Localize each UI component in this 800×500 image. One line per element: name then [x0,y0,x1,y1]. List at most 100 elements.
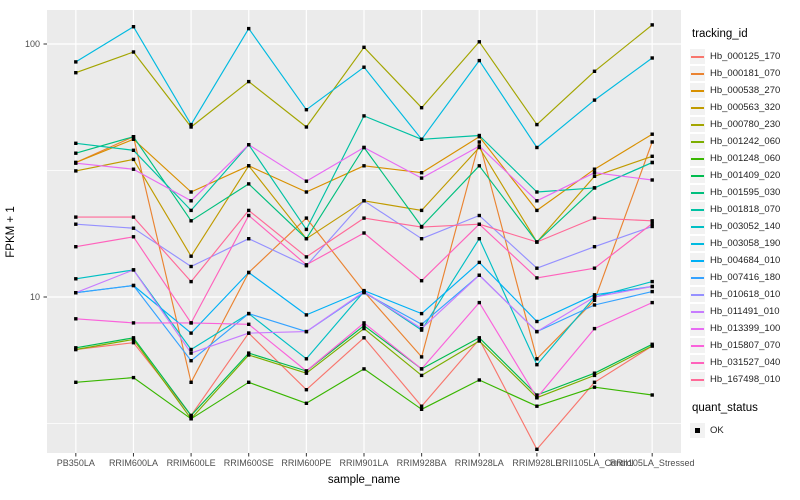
data-point [189,264,193,269]
legend-label: Hb_015807_070 [710,340,781,351]
data-point [592,303,597,307]
legend-item: Hb_000563_320 [690,99,798,116]
legend-item: Hb_001818_070 [690,201,798,218]
legend-key-line [690,372,705,387]
data-point [131,321,136,325]
data-point [535,208,539,213]
legend-color-segment [691,106,704,109]
data-point [74,317,78,321]
data-point [362,164,366,168]
data-point [535,122,539,127]
data-point [304,357,309,361]
y-tick-label: 10 [30,292,40,302]
legend-color-segment [691,72,704,75]
legend-item: Hb_031527_040 [690,354,798,371]
data-point [131,375,136,380]
data-point [304,179,309,183]
data-point [362,367,366,371]
data-point [592,371,597,375]
data-point [189,351,193,355]
data-point [247,311,251,316]
data-point [74,60,78,64]
data-point [74,346,78,350]
legend-color-segment [691,310,704,313]
data-point [74,222,78,226]
data-point [304,371,309,375]
data-point [247,353,251,357]
legend-label: Hb_010618_010 [710,289,781,300]
data-point [304,190,309,194]
data-point [304,329,309,334]
data-point [650,140,654,144]
legend-key-line [690,321,705,336]
legend-item: Hb_011491_010 [690,303,798,320]
data-point [419,171,424,175]
data-point [247,270,251,275]
data-point [535,276,539,280]
data-point [247,26,251,31]
data-point [477,144,481,148]
legend-color-segment [691,327,704,330]
legend-title-tracking-id: tracking_id [692,28,748,40]
data-point [74,245,78,249]
legend-item: Hb_003052_140 [690,218,798,235]
data-point [477,133,481,138]
data-point [74,151,78,155]
data-point [535,447,539,451]
data-point [477,213,481,218]
data-point [592,171,597,175]
data-point [189,331,193,335]
data-point [592,98,597,102]
data-point [189,125,193,129]
y-axis-title: FPKM + 1 [5,206,17,257]
legend-color-segment [691,259,704,262]
data-point [247,143,251,147]
x-tick-label: RRII105LA_Stressed [610,458,695,468]
data-point [650,160,654,165]
legend-item: Hb_000181_070 [690,65,798,82]
legend-color-segment [691,242,704,245]
data-point [362,65,366,69]
legend-color-segment [691,140,704,143]
data-point [304,313,309,317]
data-point [592,326,597,331]
legend-key-line [690,355,705,370]
legend-label: Hb_000181_070 [710,68,781,79]
data-point [535,199,539,203]
x-tick-label: RRIM600SE [224,458,274,468]
data-point [304,125,309,129]
data-point [362,336,366,340]
data-point [131,25,136,29]
legend-label: Hb_001248_060 [710,153,781,164]
legend-item: OK [690,422,798,439]
data-point [592,69,597,73]
data-point [131,135,136,139]
data-point [131,336,136,340]
legend-label: Hb_001818_070 [710,204,781,215]
legend-key-line [690,49,705,64]
legend-label: OK [710,425,724,436]
legend-key-line [690,253,705,268]
data-point [592,373,597,378]
data-point [304,216,309,220]
legend-item: Hb_010618_010 [690,286,798,303]
legend-color-segment [691,174,704,177]
data-point [535,266,539,270]
data-point [477,260,481,265]
data-point [247,237,251,241]
data-point [477,222,481,226]
data-point [131,268,136,272]
x-tick-label: RRIM928BA [397,458,447,468]
data-point [650,284,654,289]
data-point [362,324,366,328]
data-point [650,393,654,397]
data-point [247,79,251,84]
data-point [131,137,136,141]
legend-item: Hb_004684_010 [690,252,798,269]
data-point [477,339,481,343]
y-tick-label: 100 [25,39,40,49]
data-point [131,215,136,219]
data-point [74,141,78,145]
